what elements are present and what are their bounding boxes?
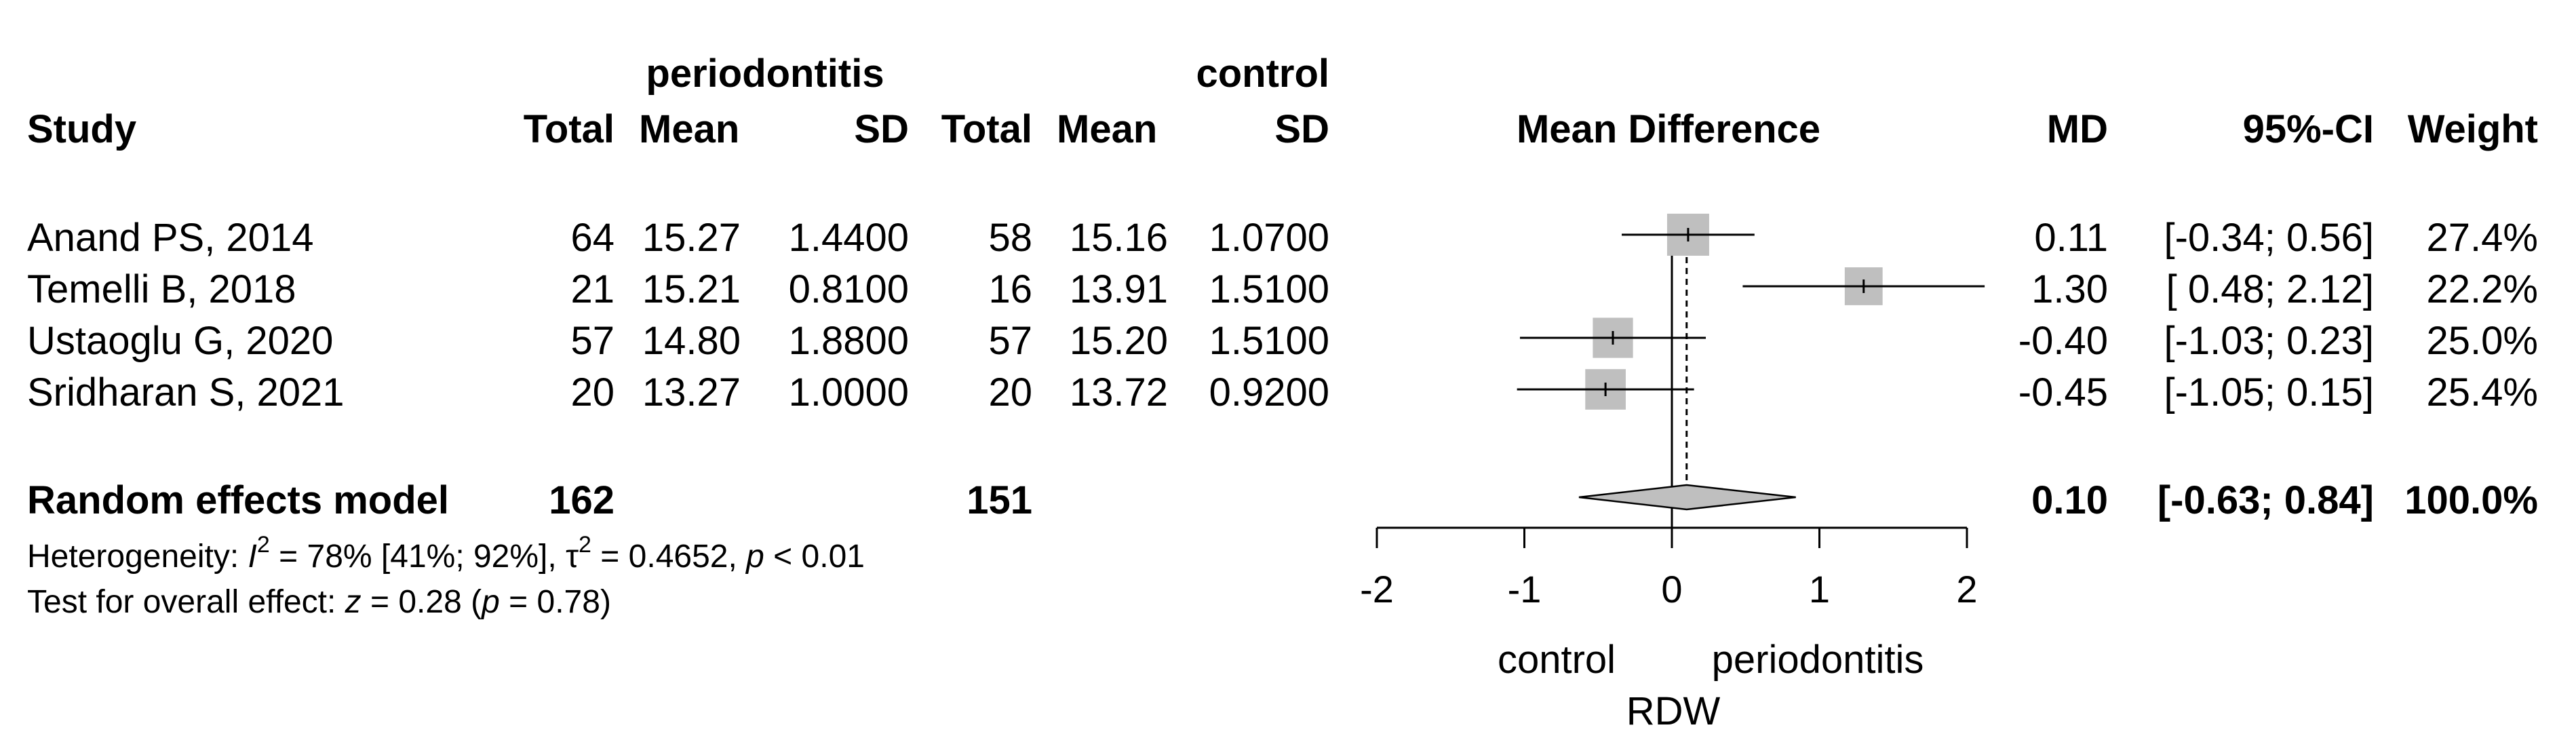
- total-exp: 64: [570, 216, 614, 260]
- col-header-md: MD: [2047, 107, 2108, 151]
- group-header-periodontitis: periodontitis: [646, 52, 884, 96]
- study-row: Ustaoglu G, 2020 57 14.80 1.8800 57 15.2…: [27, 319, 2538, 363]
- weight-value: 25.0%: [2427, 319, 2538, 363]
- md-value: -0.45: [2018, 370, 2108, 414]
- sd-exp: 1.4400: [789, 216, 909, 260]
- col-header-sd-ctrl: SD: [1274, 107, 1329, 151]
- total-ctrl: 57: [988, 319, 1032, 363]
- tau-superscript: 2: [579, 532, 591, 558]
- favours-control-label: control: [1498, 638, 1616, 682]
- pooled-total-exp: 162: [549, 478, 614, 522]
- i2-symbol: I: [248, 539, 257, 575]
- ci-value: [ 0.48; 2.12]: [2166, 267, 2374, 311]
- overall-prefix: Test for overall effect:: [27, 584, 345, 620]
- overall-p-symbol: p: [480, 584, 500, 620]
- mean-exp: 13.27: [642, 370, 741, 414]
- sd-exp: 0.8100: [789, 267, 909, 311]
- study-name: Ustaoglu G, 2020: [27, 319, 333, 363]
- study-name: Sridharan S, 2021: [27, 370, 345, 414]
- pooled-label: Random effects model: [27, 478, 449, 522]
- col-header-total-exp: Total: [524, 107, 614, 151]
- study-row: Sridharan S, 2021 20 13.27 1.0000 20 13.…: [27, 370, 2538, 414]
- total-exp: 57: [570, 319, 614, 363]
- i2-superscript: 2: [257, 532, 270, 558]
- pooled-ci: [-0.63; 0.84]: [2158, 478, 2374, 522]
- pooled-diamond: [1578, 484, 1796, 511]
- overall-effect-text: Test for overall effect: z = 0.28 (p = 0…: [27, 584, 611, 620]
- p-symbol: p: [745, 539, 764, 575]
- weight-value: 25.4%: [2427, 370, 2538, 414]
- sd-ctrl: 0.9200: [1209, 370, 1329, 414]
- mean-ctrl: 15.20: [1070, 319, 1168, 363]
- heterogeneity-text: Heterogeneity: I2 = 78% [41%; 92%], τ2 =…: [27, 532, 865, 575]
- mean-ctrl: 13.72: [1070, 370, 1168, 414]
- study-name: Temelli B, 2018: [27, 267, 296, 311]
- md-value: -0.40: [2018, 319, 2108, 363]
- total-ctrl: 20: [988, 370, 1032, 414]
- tau-value: = 0.4652,: [591, 539, 746, 575]
- z-symbol: z: [345, 584, 362, 620]
- mean-exp: 14.80: [642, 319, 741, 363]
- tau-symbol: τ: [566, 539, 579, 575]
- sd-exp: 1.0000: [789, 370, 909, 414]
- col-header-mean-ctrl: Mean: [1057, 107, 1157, 151]
- sd-exp: 1.8800: [789, 319, 909, 363]
- ci-value: [-1.05; 0.15]: [2164, 370, 2374, 414]
- group-header-control: control: [1196, 52, 1329, 96]
- x-tick-label: -2: [1360, 568, 1394, 611]
- x-tick-label: 0: [1661, 568, 1682, 611]
- col-header-mean-exp: Mean: [639, 107, 739, 151]
- pooled-md: 0.10: [2031, 478, 2108, 522]
- md-value: 1.30: [2031, 267, 2108, 311]
- mean-exp: 15.27: [642, 216, 741, 260]
- col-header-ci: 95%-CI: [2243, 107, 2374, 151]
- heterogeneity-prefix: Heterogeneity:: [27, 539, 248, 575]
- p-value: < 0.01: [764, 539, 865, 575]
- pooled-weight: 100.0%: [2404, 478, 2538, 522]
- ci-value: [-0.34; 0.56]: [2164, 216, 2374, 260]
- pooled-total-ctrl: 151: [967, 478, 1032, 522]
- col-header-total-ctrl: Total: [941, 107, 1032, 151]
- x-tick-label: 1: [1809, 568, 1830, 611]
- study-row: Anand PS, 2014 64 15.27 1.4400 58 15.16 …: [27, 216, 2538, 260]
- col-header-sd-exp: SD: [854, 107, 909, 151]
- forest-plot-area: -2 -1 0 1 2: [1360, 214, 1985, 611]
- mean-ctrl: 15.16: [1070, 216, 1168, 260]
- mean-exp: 15.21: [642, 267, 741, 311]
- total-ctrl: 16: [988, 267, 1032, 311]
- col-header-mean-difference: Mean Difference: [1517, 107, 1820, 151]
- sd-ctrl: 1.5100: [1209, 267, 1329, 311]
- mean-ctrl: 13.91: [1070, 267, 1168, 311]
- weight-value: 27.4%: [2427, 216, 2538, 260]
- study-row: Temelli B, 2018 21 15.21 0.8100 16 13.91…: [27, 267, 2538, 311]
- col-header-weight: Weight: [2408, 107, 2538, 151]
- x-tick-label: 2: [1956, 568, 1977, 611]
- total-ctrl: 58: [988, 216, 1032, 260]
- ci-value: [-1.03; 0.23]: [2164, 319, 2374, 363]
- md-value: 0.11: [2034, 216, 2108, 260]
- favours-periodontitis-label: periodontitis: [1712, 638, 1924, 682]
- total-exp: 20: [570, 370, 614, 414]
- i2-value: = 78% [41%; 92%],: [270, 539, 566, 575]
- x-tick-label: -1: [1508, 568, 1542, 611]
- pooled-row: Random effects model 162 151 0.10 [-0.63…: [27, 478, 2538, 522]
- overall-p-value: = 0.78): [500, 584, 611, 620]
- total-exp: 21: [570, 267, 614, 311]
- x-axis-label: RDW: [1626, 689, 1721, 733]
- col-header-study: Study: [27, 107, 136, 151]
- weight-value: 22.2%: [2427, 267, 2538, 311]
- sd-ctrl: 1.0700: [1209, 216, 1329, 260]
- z-value: = 0.28 (: [362, 584, 482, 620]
- sd-ctrl: 1.5100: [1209, 319, 1329, 363]
- study-name: Anand PS, 2014: [27, 216, 313, 260]
